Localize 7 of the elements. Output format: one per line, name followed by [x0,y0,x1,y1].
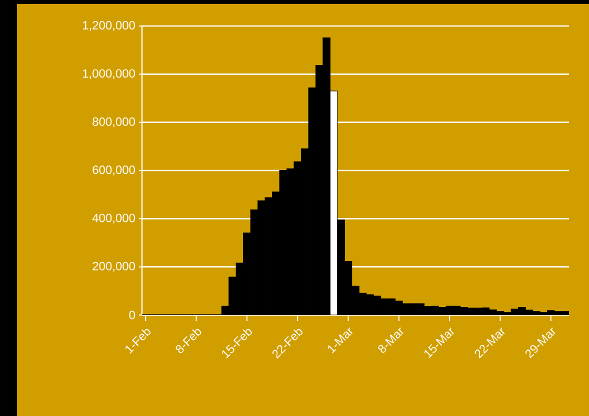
y-tick-label: 1,000,000 [82,69,135,80]
y-tick-label: 400,000 [92,214,135,224]
y-tick-label: 200,000 [92,262,135,272]
y-tick-label: 0 [129,310,136,320]
y-tick-label: 800,000 [92,117,135,128]
y-tick-label: 600,000 [92,166,135,176]
y-tick-label: 1,200,000 [82,21,135,31]
